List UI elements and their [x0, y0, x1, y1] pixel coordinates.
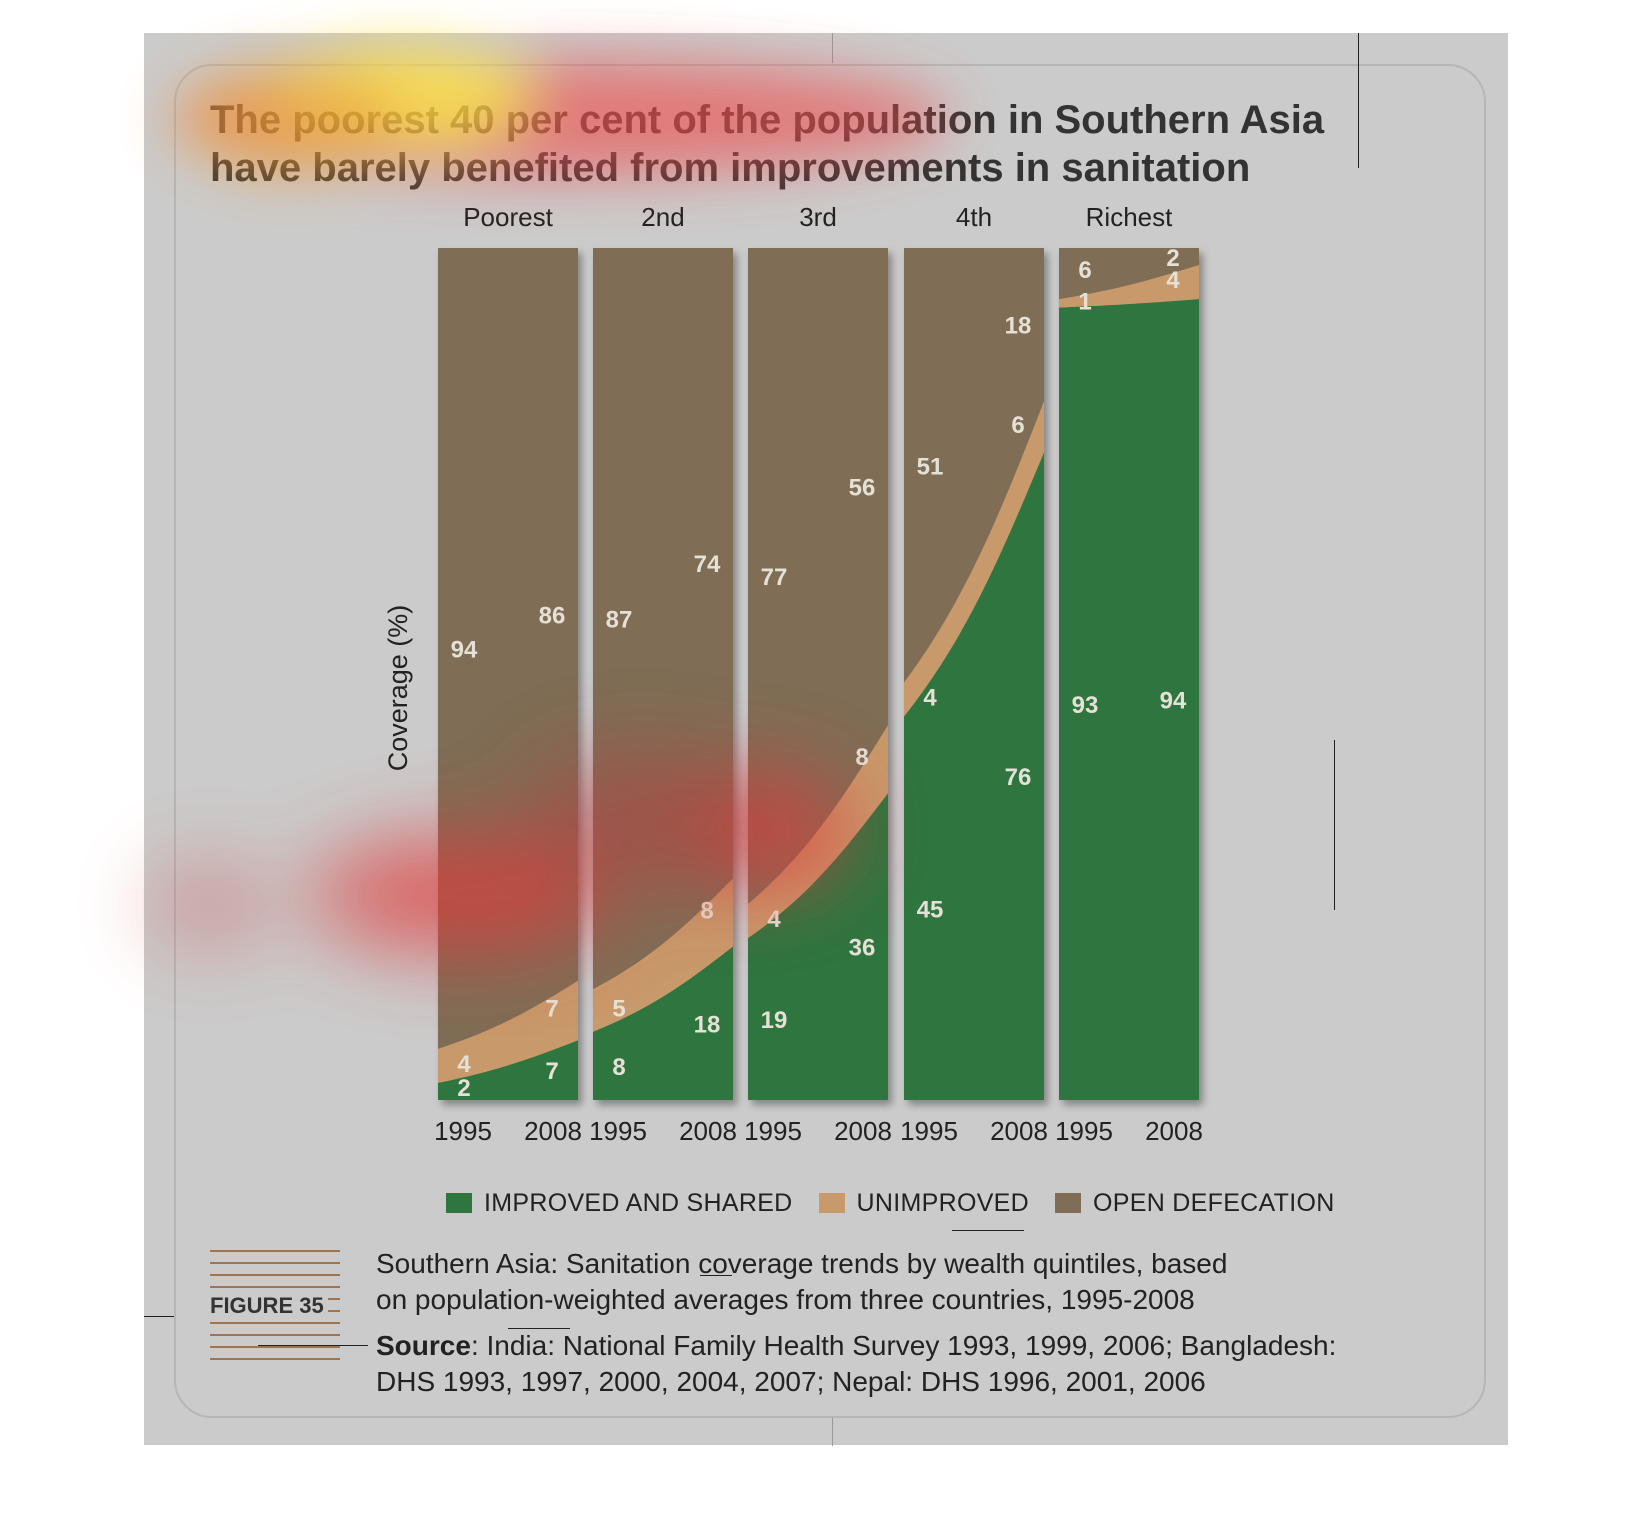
- crop-mark: [1358, 33, 1359, 168]
- panel-header: 2nd: [641, 202, 684, 232]
- data-label-improved: 93: [1072, 692, 1099, 719]
- data-label-open-defecation: 77: [761, 564, 788, 591]
- x-tick-label: 1995: [744, 1116, 802, 1146]
- x-tick-label: 2008: [679, 1116, 737, 1146]
- x-tick-label: 1995: [1055, 1116, 1113, 1146]
- data-label-unimproved: 1: [1078, 288, 1091, 315]
- data-label-improved: 19: [761, 1007, 788, 1034]
- panel-4: [904, 248, 1044, 1101]
- data-label-open-defecation: 74: [694, 551, 721, 578]
- x-tick-label: 1995: [589, 1116, 647, 1146]
- panel-5: [1059, 248, 1199, 1100]
- crop-mark: [952, 1230, 1024, 1231]
- data-label-improved: 36: [849, 935, 876, 962]
- open-defecation-area: [438, 248, 578, 1100]
- source-key: Source: [376, 1330, 471, 1361]
- data-label-unimproved: 4: [457, 1051, 471, 1078]
- caption-line-2: on population-weighted averages from thr…: [376, 1284, 1195, 1315]
- data-label-improved: 45: [917, 896, 944, 923]
- data-label-improved: 94: [1160, 688, 1187, 715]
- data-label-open-defecation: 56: [849, 475, 876, 502]
- data-label-open-defecation: 6: [1078, 257, 1091, 284]
- source-line-2: DHS 1993, 1997, 2000, 2004, 2007; Nepal:…: [376, 1366, 1206, 1397]
- crop-mark: [508, 1328, 570, 1329]
- improved-and-shared-area: [593, 946, 733, 1100]
- improved-and-shared-area: [438, 1040, 578, 1100]
- figure-source: Source: India: National Family Health Su…: [376, 1328, 1486, 1400]
- y-axis-label: Coverage (%): [383, 605, 413, 772]
- data-label-unimproved: 8: [700, 898, 713, 925]
- x-tick-label: 2008: [524, 1116, 582, 1146]
- crop-mark: [144, 1316, 174, 1317]
- data-label-unimproved: 6: [1011, 412, 1024, 439]
- data-label-unimproved: 4: [1166, 267, 1180, 294]
- figure-caption: Southern Asia: Sanitation coverage trend…: [376, 1246, 1476, 1318]
- legend-label: OPEN DEFECATION: [1093, 1188, 1335, 1217]
- data-label-open-defecation: 94: [451, 636, 478, 663]
- data-label-improved: 2: [457, 1075, 470, 1102]
- x-tick-label: 1995: [434, 1116, 492, 1146]
- legend-swatch: [446, 1193, 472, 1213]
- data-label-unimproved: 4: [923, 685, 937, 712]
- data-label-improved: 18: [694, 1011, 721, 1038]
- data-label-improved: 7: [545, 1058, 558, 1085]
- source-line-1: : India: National Family Health Survey 1…: [470, 1330, 1337, 1361]
- panel-2: [593, 248, 733, 1100]
- crop-mark: [832, 1418, 833, 1446]
- data-label-open-defecation: 51: [917, 453, 944, 480]
- legend-swatch: [1055, 1193, 1082, 1213]
- panel-header: Richest: [1086, 202, 1173, 232]
- data-label-open-defecation: 86: [539, 602, 566, 629]
- legend-item: OPEN DEFECATION: [1055, 1189, 1335, 1218]
- legend-label: UNIMPROVED: [856, 1188, 1030, 1217]
- crop-mark: [700, 1275, 732, 1276]
- x-tick-label: 2008: [834, 1116, 892, 1146]
- panel-header: 3rd: [799, 202, 837, 232]
- data-label-unimproved: 5: [612, 996, 625, 1023]
- legend-swatch: [818, 1193, 845, 1213]
- data-label-improved: 76: [1005, 764, 1032, 791]
- improved-and-shared-area: [904, 452, 1044, 1101]
- crop-mark: [258, 1345, 368, 1346]
- panel-1: [438, 248, 578, 1100]
- data-label-unimproved: 7: [545, 996, 558, 1023]
- data-label-open-defecation: 18: [1005, 313, 1032, 340]
- panel-3: [748, 248, 888, 1100]
- improved-and-shared-area: [748, 793, 888, 1100]
- data-label-open-defecation: 87: [606, 607, 633, 634]
- x-tick-label: 1995: [900, 1116, 958, 1146]
- figure-label: FIGURE 35: [210, 1293, 328, 1319]
- panel-header: Poorest: [463, 202, 553, 232]
- x-tick-label: 2008: [1145, 1116, 1203, 1146]
- improved-and-shared-area: [1059, 299, 1199, 1100]
- caption-line-1: Southern Asia: Sanitation coverage trend…: [376, 1248, 1228, 1279]
- legend: IMPROVED AND SHARED UNIMPROVED OPEN DEFECA…: [446, 1188, 1335, 1218]
- legend-label: IMPROVED AND SHARED: [484, 1188, 793, 1217]
- data-label-unimproved: 4: [767, 906, 781, 933]
- panel-header: 4th: [956, 202, 992, 232]
- crop-mark: [832, 33, 833, 63]
- data-label-open-defecation: 2: [1166, 245, 1179, 272]
- crop-mark: [1334, 740, 1335, 910]
- data-label-improved: 8: [612, 1054, 625, 1081]
- data-label-unimproved: 8: [855, 744, 868, 771]
- legend-item: IMPROVED AND SHARED: [446, 1189, 793, 1218]
- x-tick-label: 2008: [990, 1116, 1048, 1146]
- legend-item: UNIMPROVED: [818, 1188, 1030, 1218]
